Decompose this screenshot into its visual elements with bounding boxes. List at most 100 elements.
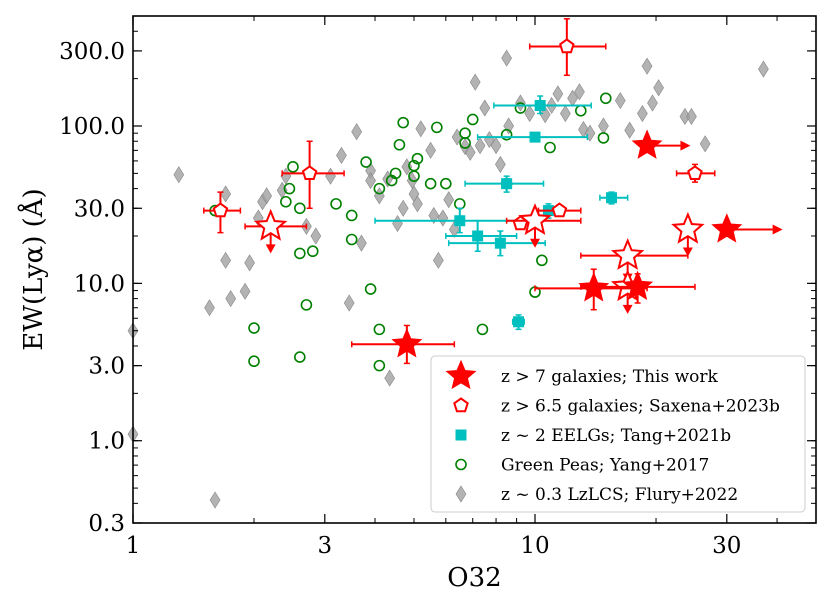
data-point [622,270,654,301]
data-point [472,230,484,242]
data-point [336,146,347,164]
data-point [518,203,552,236]
data-point [466,113,479,126]
data-point [624,121,636,139]
data-point [758,60,769,78]
data-point [494,237,506,249]
data-point [560,104,571,123]
data-point [433,251,444,269]
upper-limit-arrow [530,238,541,248]
legend-label: z ~ 2 EELGs; Tang+2021b [501,426,731,446]
data-point [686,107,697,126]
lower-limit-arrow [680,140,691,151]
data-point [687,165,703,180]
plot-frame [132,15,817,524]
data-point [220,251,231,269]
data-point [424,177,437,190]
data-point [544,141,556,154]
data-point [671,211,705,244]
legend-marker [455,458,467,471]
x-tick-label: 1 [126,533,141,559]
series-layer [127,18,783,509]
y-axis-label: EW(Lyα) (Å) [17,188,49,350]
data-point [474,137,486,155]
data-point [212,202,229,218]
data-point [300,299,313,311]
data-point [476,323,489,336]
legend-box [430,355,806,513]
data-point [479,99,491,117]
data-point [253,208,288,241]
y-tick-label: 300.0 [59,39,125,65]
y-tick-label: 3.0 [88,354,125,380]
data-point [443,191,455,209]
data-point [244,254,255,272]
data-point [351,123,362,141]
series-4 [209,92,612,372]
legend-label: z > 7 galaxies; This work [501,367,719,387]
data-point [428,206,440,225]
data-point [606,192,618,204]
data-point [373,182,386,195]
y-tick-label: 0.3 [88,511,125,537]
data-point [310,227,322,245]
data-point [437,209,449,227]
data-point [225,290,237,308]
data-point [597,132,610,144]
data-point [204,299,215,317]
data-point [412,195,423,213]
data-point [397,116,409,129]
data-point [330,198,342,210]
data-point [209,491,221,509]
data-point [536,254,548,267]
data-point [294,202,306,215]
data-point [514,102,527,114]
data-point [637,104,648,123]
data-point [356,234,367,252]
y-tick-label: 1.0 [88,429,125,455]
legend-marker [445,359,477,390]
legend-label: z ~ 0.3 LzLCS; Flury+2022 [501,485,738,505]
data-point [393,138,406,151]
y-tick-label: 30.0 [74,196,125,222]
data-point [464,143,476,161]
data-point [469,73,481,91]
legend-marker [455,485,467,503]
data-point [220,185,231,203]
data-point [389,167,402,180]
data-point [552,85,564,103]
data-point [495,155,506,173]
x-axis-label: O32 [447,563,501,593]
upper-limit-arrow [622,304,633,314]
data-point [261,187,272,205]
legend-label: z > 6.5 galaxies; Saxena+2023b [501,397,780,417]
legend-marker [453,397,469,413]
data-point [647,94,658,112]
tick-layer: 1 3 10 30 0.3 1.0 3.0 10.0 30.0 100.0 300.0 [59,15,817,559]
data-point [415,120,427,138]
x-tick-label: 30 [712,533,741,559]
data-point [373,359,386,372]
x-tick-label: 3 [317,533,332,559]
data-point [459,137,471,149]
series-3 [374,95,629,331]
data-point [397,199,409,217]
data-point [345,233,358,246]
data-point [248,322,260,334]
data-point [248,355,260,368]
data-point [559,38,575,54]
data-point [294,351,306,363]
data-point [384,369,396,387]
data-point [574,83,585,101]
data-point [490,137,502,155]
data-point [283,182,296,195]
data-point [411,152,424,165]
data-point [529,131,541,143]
lower-limit-arrow [772,224,783,235]
data-point [653,79,664,97]
data-point [306,245,319,258]
data-point [614,92,626,110]
upper-limit-arrow [265,244,276,254]
data-point [711,213,743,243]
